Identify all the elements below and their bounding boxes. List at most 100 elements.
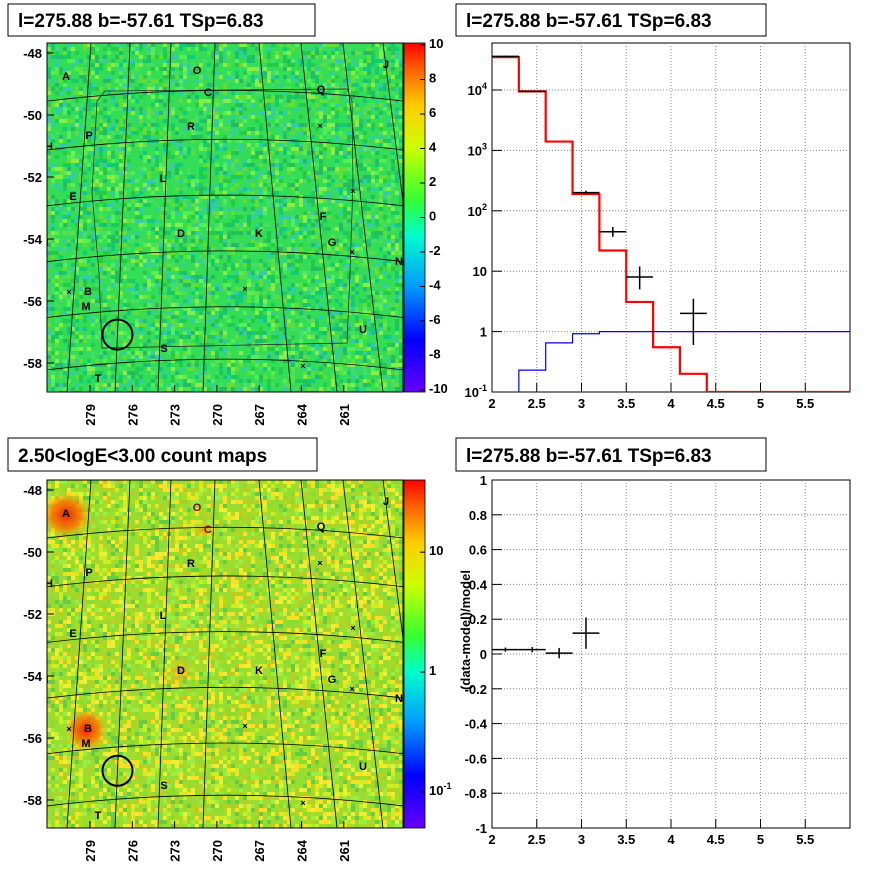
map-pixel — [391, 239, 395, 243]
map-pixel — [259, 211, 263, 215]
map-pixel — [331, 179, 335, 183]
map-pixel — [227, 171, 231, 175]
map-pixel — [63, 79, 67, 83]
map-pixel — [363, 227, 367, 231]
map-pixel — [223, 211, 227, 215]
map-pixel — [259, 123, 263, 127]
map-pixel — [183, 299, 187, 303]
map-pixel — [231, 151, 235, 155]
map-pixel — [135, 355, 139, 359]
map-pixel — [295, 71, 299, 75]
map-pixel — [279, 219, 283, 223]
map-pixel — [63, 199, 67, 203]
map-pixel — [347, 99, 351, 103]
map-pixel — [123, 500, 127, 504]
map-pixel — [103, 335, 107, 339]
map-pixel — [251, 79, 255, 83]
map-pixel — [115, 163, 119, 167]
map-pixel — [163, 127, 167, 131]
map-pixel — [103, 307, 107, 311]
map-pixel — [247, 355, 251, 359]
map-pixel — [131, 127, 135, 131]
map-pixel — [187, 299, 191, 303]
map-pixel — [123, 307, 127, 311]
map-pixel — [103, 355, 107, 359]
map-pixel — [195, 287, 199, 291]
map-pixel — [147, 187, 151, 191]
map-pixel — [359, 219, 363, 223]
map-pixel — [307, 500, 311, 504]
map-pixel — [55, 383, 59, 387]
map-pixel — [231, 99, 235, 103]
map-pixel — [95, 263, 99, 267]
map-pixel — [291, 235, 295, 239]
map-pixel — [91, 187, 95, 191]
map-pixel — [67, 99, 71, 103]
map-pixel — [387, 343, 391, 347]
map-pixel — [331, 307, 335, 311]
map-pixel — [119, 480, 123, 484]
map-pixel — [159, 275, 163, 279]
map-pixel — [171, 323, 175, 327]
map-pixel — [203, 47, 207, 51]
map-pixel — [263, 347, 267, 351]
map-pixel — [371, 79, 375, 83]
map-pixel — [207, 63, 211, 67]
map-pixel — [87, 496, 91, 500]
map-pixel — [215, 295, 219, 299]
map-pixel — [299, 59, 303, 63]
map-pixel — [307, 231, 311, 235]
map-pixel — [335, 75, 339, 79]
map-pixel — [127, 107, 131, 111]
map-pixel — [195, 123, 199, 127]
map-pixel — [267, 319, 271, 323]
map-pixel — [131, 75, 135, 79]
map-pixel — [187, 492, 191, 496]
map-pixel — [195, 307, 199, 311]
map-pixel — [395, 47, 399, 51]
map-pixel — [63, 259, 67, 263]
map-pixel — [299, 504, 303, 508]
map-pixel — [159, 504, 163, 508]
map-pixel — [279, 367, 283, 371]
map-pixel — [371, 195, 375, 199]
map-pixel — [351, 484, 355, 488]
map-pixel — [75, 131, 79, 135]
map-pixel — [123, 127, 127, 131]
map-pixel — [55, 283, 59, 287]
map-pixel — [271, 243, 275, 247]
map-pixel — [203, 143, 207, 147]
map-pixel — [211, 195, 215, 199]
map-pixel — [275, 147, 279, 151]
map-pixel — [207, 123, 211, 127]
map-pixel — [227, 71, 231, 75]
map-pixel — [99, 275, 103, 279]
map-pixel — [259, 299, 263, 303]
map-pixel — [367, 243, 371, 247]
map-pixel — [99, 480, 103, 484]
map-pixel — [375, 159, 379, 163]
map-pixel — [63, 83, 67, 87]
map-pixel — [331, 383, 335, 387]
map-pixel — [327, 143, 331, 147]
map-pixel — [203, 275, 207, 279]
map-pixel — [67, 227, 71, 231]
map-pixel — [47, 171, 51, 175]
map-pixel — [67, 183, 71, 187]
map-pixel — [247, 59, 251, 63]
map-pixel — [255, 223, 259, 227]
map-pixel — [183, 263, 187, 267]
map-pixel — [171, 504, 175, 508]
map-pixel — [275, 51, 279, 55]
map-pixel — [47, 311, 51, 315]
map-pixel — [123, 175, 127, 179]
map-pixel — [119, 219, 123, 223]
map-pixel — [211, 191, 215, 195]
map-pixel — [99, 135, 103, 139]
map-pixel — [151, 243, 155, 247]
map-pixel — [243, 383, 247, 387]
map-pixel — [307, 51, 311, 55]
map-pixel — [91, 299, 95, 303]
map-pixel — [179, 155, 183, 159]
x-tick-label: 261 — [337, 404, 352, 426]
